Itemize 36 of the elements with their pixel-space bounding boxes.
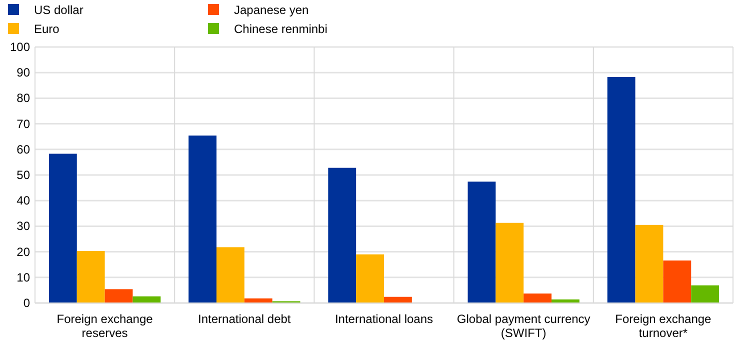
bar — [216, 247, 244, 303]
x-tick-label: International debt — [198, 312, 292, 326]
legend-label: Euro — [34, 22, 60, 36]
bar — [188, 136, 216, 303]
legend-label: Japanese yen — [234, 3, 309, 17]
y-tick-label: 40 — [16, 194, 30, 208]
bar — [524, 294, 552, 303]
x-tick-label: International loans — [334, 312, 434, 326]
bar — [496, 222, 524, 303]
bar — [76, 251, 105, 303]
y-tick-label: 70 — [16, 116, 30, 131]
y-tick-label: 10 — [16, 270, 30, 284]
y-tick-label: 50 — [16, 168, 30, 182]
bar — [356, 254, 384, 303]
bar — [663, 260, 692, 303]
x-tick-label: Foreign exchange reserves — [56, 312, 154, 340]
y-tick-label: 100 — [10, 40, 30, 54]
bar — [607, 76, 636, 303]
y-tick-label: 0 — [23, 296, 30, 310]
bar — [635, 224, 664, 303]
bar — [48, 154, 77, 303]
bar — [468, 182, 496, 303]
y-tick-label: 20 — [16, 244, 30, 259]
y-tick-label: 80 — [16, 91, 30, 106]
x-tick-label: Global payment currency (SWIFT) — [456, 312, 590, 340]
y-tick-label: 90 — [16, 66, 30, 80]
legend-label: Chinese renminbi — [234, 22, 328, 36]
legend-label: US dollar — [34, 3, 84, 17]
bar — [691, 285, 720, 303]
y-tick-label: 60 — [16, 142, 30, 156]
bar — [104, 289, 133, 303]
bar — [384, 296, 412, 303]
y-tick-label: 30 — [16, 219, 30, 234]
x-tick-label: Foreign exchange turnover* — [615, 312, 712, 340]
bar — [132, 296, 161, 303]
bar — [328, 168, 356, 303]
